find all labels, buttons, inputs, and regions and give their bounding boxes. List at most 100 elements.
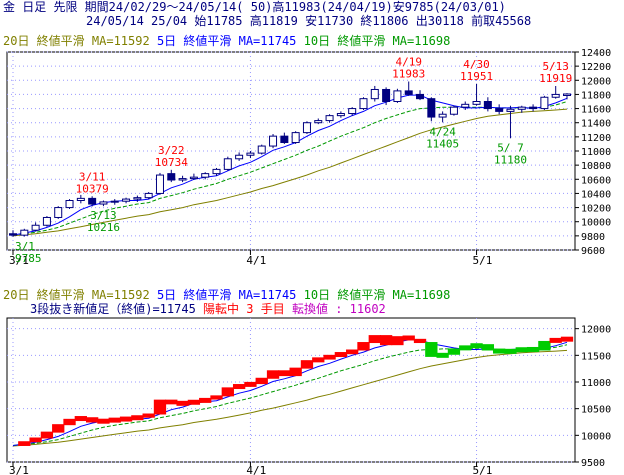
candle-body bbox=[20, 229, 29, 236]
break-block bbox=[255, 377, 268, 385]
candle-body bbox=[201, 173, 210, 178]
break-reversal: 転換値 : 11602 bbox=[291, 302, 386, 316]
candle-body bbox=[461, 103, 470, 108]
bottom-ma10-line bbox=[12, 344, 568, 446]
candle-body bbox=[9, 233, 17, 236]
break-block bbox=[187, 399, 201, 405]
candle-body bbox=[382, 88, 391, 102]
top-y-tick-label: 12400 bbox=[581, 48, 611, 59]
legend-ma5-bottom: 5日 終値平滑 MA=11745 bbox=[156, 288, 297, 302]
break-block bbox=[18, 441, 31, 446]
candle-body bbox=[133, 197, 142, 200]
bottom-x-tick-label: 3/1 bbox=[9, 464, 29, 475]
top-y-tick-label: 11000 bbox=[581, 147, 611, 158]
candle-body bbox=[325, 115, 334, 122]
candle-body bbox=[291, 132, 300, 144]
bottom-y-tick-label: 12000 bbox=[581, 325, 611, 336]
break-block bbox=[504, 348, 517, 354]
break-block bbox=[334, 352, 348, 358]
top-ma10-line bbox=[12, 101, 568, 236]
annotation-high-date: 3/22 bbox=[158, 144, 185, 157]
legend-ma10: 10日 終値平滑 MA=11698 bbox=[303, 34, 451, 48]
bottom-y-tick-label: 11000 bbox=[581, 378, 611, 389]
annotation-low-date: 3/1 bbox=[15, 240, 35, 253]
candle-body bbox=[235, 154, 244, 160]
top-y-tick-label: 11400 bbox=[581, 119, 611, 130]
top-y-tick-label: 10000 bbox=[581, 218, 611, 229]
legend-ma20-bottom: 20日 終値平滑 MA=11592 bbox=[3, 288, 150, 302]
break-block bbox=[40, 431, 54, 439]
annotation-low-value: 11180 bbox=[494, 153, 527, 166]
break-chart-info: 3段抜き新値足（終値)=11745 陽転中 3 手目 転換値 : 11602 bbox=[30, 302, 386, 316]
annotation-high-date: 5/13 bbox=[542, 60, 569, 73]
candle-body bbox=[506, 108, 515, 112]
break-block bbox=[29, 437, 42, 443]
bottom-y-tick-label: 10000 bbox=[581, 431, 611, 442]
top-y-tick-label: 11200 bbox=[581, 133, 611, 144]
candle-body bbox=[438, 113, 447, 118]
candle-body bbox=[404, 90, 413, 95]
annotation-high-value: 10379 bbox=[76, 182, 109, 195]
top-y-tick-label: 11800 bbox=[581, 90, 611, 101]
candle-body bbox=[76, 197, 85, 201]
break-block bbox=[131, 415, 144, 421]
top-x-tick-label: 4/1 bbox=[246, 254, 266, 267]
break-block bbox=[549, 337, 562, 343]
annotation-low-date: 5/ 7 bbox=[497, 141, 524, 154]
candle-body bbox=[472, 101, 481, 105]
candle-body bbox=[144, 192, 153, 199]
candle-body bbox=[189, 176, 198, 180]
annotation-high-date: 4/30 bbox=[463, 58, 490, 71]
break-block bbox=[289, 367, 302, 377]
candle-body bbox=[393, 90, 402, 103]
annotation-high-value: 11919 bbox=[539, 72, 572, 85]
candle-body bbox=[314, 120, 323, 124]
legend-ma20: 20日 終値平滑 MA=11592 bbox=[3, 34, 150, 48]
break-block bbox=[493, 348, 506, 354]
break-block bbox=[266, 370, 280, 379]
annotation-low-value: 9785 bbox=[15, 252, 42, 265]
break-block bbox=[119, 416, 133, 422]
break-block bbox=[481, 344, 495, 351]
candle-body bbox=[65, 200, 74, 209]
break-block bbox=[108, 417, 121, 423]
bottom-plot-frame bbox=[6, 317, 576, 463]
candle-body bbox=[212, 168, 221, 175]
candle-body bbox=[495, 108, 504, 112]
top-y-tick-label: 10800 bbox=[581, 161, 611, 172]
candle-body bbox=[167, 173, 176, 181]
break-block bbox=[221, 387, 234, 397]
bottom-x-tick-label: 5/1 bbox=[473, 464, 493, 475]
candle-body bbox=[54, 207, 63, 218]
break-block bbox=[413, 338, 427, 344]
top-y-tick-label: 9600 bbox=[581, 246, 605, 257]
top-chart-legend: 20日 終値平滑 MA=11592 5日 終値平滑 MA=11745 10日 終… bbox=[3, 34, 450, 48]
break-block bbox=[199, 397, 212, 403]
break-block bbox=[515, 347, 528, 353]
break-block bbox=[402, 335, 415, 341]
chart-header-line2: 24/05/14 25/04 始11785 高11819 安11730 終118… bbox=[86, 14, 531, 28]
break-count: 3 手目 bbox=[246, 302, 285, 316]
candle-body bbox=[483, 101, 492, 110]
candle-body bbox=[155, 174, 164, 194]
candle-body bbox=[42, 216, 51, 226]
candle-body bbox=[246, 152, 255, 156]
chart-header-line1: 金 日足 先限 期間24/02/29～24/05/14( 50)高11983(2… bbox=[3, 0, 506, 14]
break-block bbox=[459, 345, 472, 351]
break-block bbox=[165, 399, 178, 405]
break-block bbox=[391, 336, 404, 346]
annotation-high-value: 10734 bbox=[155, 156, 188, 169]
candle-body bbox=[449, 106, 458, 115]
break-block bbox=[97, 418, 110, 424]
break-state: 陽転中 bbox=[203, 302, 240, 316]
break-block bbox=[436, 352, 449, 358]
top-x-tick-label: 3/1 bbox=[9, 254, 29, 267]
break-block bbox=[470, 343, 483, 349]
candle-body bbox=[110, 200, 119, 203]
top-y-tick-label: 10600 bbox=[581, 175, 611, 186]
top-y-tick-label: 11600 bbox=[581, 105, 611, 116]
top-ma20-line bbox=[12, 108, 568, 237]
candle-body bbox=[178, 178, 187, 181]
candle-body bbox=[551, 93, 560, 98]
candle-body bbox=[88, 197, 97, 205]
